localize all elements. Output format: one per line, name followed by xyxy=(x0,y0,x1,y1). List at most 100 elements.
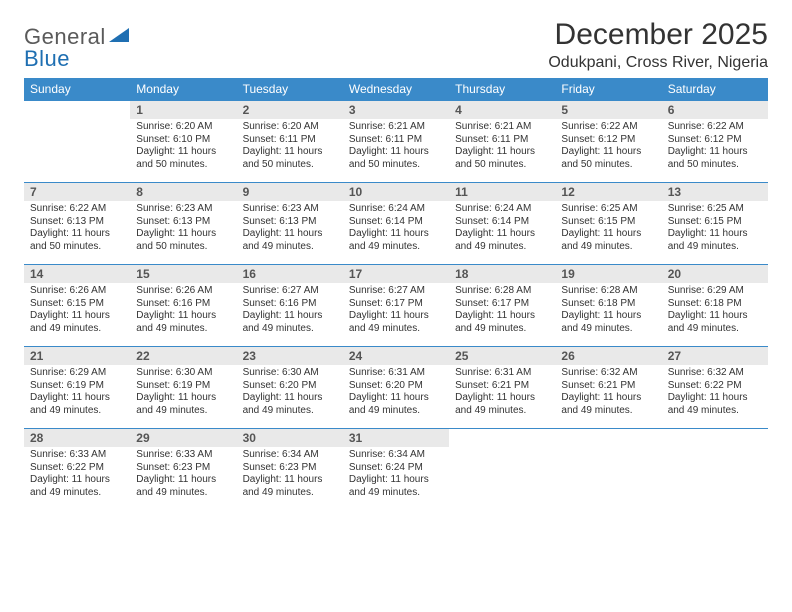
sunset-text: Sunset: 6:21 PM xyxy=(455,380,549,393)
day-number: 14 xyxy=(24,265,130,283)
sunrise-text: Sunrise: 6:31 AM xyxy=(455,367,549,380)
sunset-text: Sunset: 6:20 PM xyxy=(243,380,337,393)
daylight-text: Daylight: 11 hours and 50 minutes. xyxy=(668,146,762,171)
day-number: 1 xyxy=(130,101,236,119)
title-block: December 2025 Odukpani, Cross River, Nig… xyxy=(548,18,768,72)
sunset-text: Sunset: 6:13 PM xyxy=(243,216,337,229)
daylight-text: Daylight: 11 hours and 49 minutes. xyxy=(30,474,124,499)
calendar-cell: 8 Sunrise: 6:23 AMSunset: 6:13 PMDaylight… xyxy=(130,183,236,265)
sunset-text: Sunset: 6:15 PM xyxy=(561,216,655,229)
day-number: 2 xyxy=(237,101,343,119)
sunrise-text: Sunrise: 6:34 AM xyxy=(243,449,337,462)
calendar-cell: 11Sunrise: 6:24 AMSunset: 6:14 PMDayligh… xyxy=(449,183,555,265)
sunset-text: Sunset: 6:15 PM xyxy=(30,298,124,311)
daylight-text: Daylight: 11 hours and 49 minutes. xyxy=(349,228,443,253)
day-body: Sunrise: 6:31 AMSunset: 6:20 PMDaylight:… xyxy=(343,365,449,421)
sunrise-text: Sunrise: 6:33 AM xyxy=(136,449,230,462)
weekday-header: Wednesday xyxy=(343,78,449,101)
sunset-text: Sunset: 6:10 PM xyxy=(136,134,230,147)
daylight-text: Daylight: 11 hours and 49 minutes. xyxy=(349,474,443,499)
sunrise-text: Sunrise: 6:23 AM xyxy=(243,203,337,216)
month-title: December 2025 xyxy=(548,18,768,52)
calendar-row: 1 Sunrise: 6:20 AMSunset: 6:10 PM Daylight… xyxy=(24,101,768,183)
daylight-text: Daylight: 11 hours and 50 minutes. xyxy=(349,146,443,171)
sunset-text: Sunset: 6:17 PM xyxy=(455,298,549,311)
calendar-cell xyxy=(662,429,768,511)
calendar-cell: 17Sunrise: 6:27 AMSunset: 6:17 PMDayligh… xyxy=(343,265,449,347)
daylight-text: Daylight: 11 hours and 49 minutes. xyxy=(30,310,124,335)
daylight-text: Daylight: 11 hours and 49 minutes. xyxy=(455,392,549,417)
calendar-cell: 16Sunrise: 6:27 AMSunset: 6:16 PMDayligh… xyxy=(237,265,343,347)
sunset-text: Sunset: 6:18 PM xyxy=(668,298,762,311)
sunset-text: Sunset: 6:20 PM xyxy=(349,380,443,393)
day-number: 29 xyxy=(130,429,236,447)
daylight-text: Daylight: 11 hours and 49 minutes. xyxy=(455,228,549,253)
calendar-cell: 21Sunrise: 6:29 AMSunset: 6:19 PMDayligh… xyxy=(24,347,130,429)
day-body: Sunrise: 6:34 AMSunset: 6:24 PMDaylight:… xyxy=(343,447,449,503)
sunrise-text: Sunrise: 6:23 AM xyxy=(136,203,230,216)
day-number: 5 xyxy=(555,101,661,119)
calendar-cell xyxy=(449,429,555,511)
sunrise-text: Sunrise: 6:22 AM xyxy=(668,121,762,134)
sunset-text: Sunset: 6:13 PM xyxy=(136,216,230,229)
day-body: Sunrise: 6:27 AMSunset: 6:16 PMDaylight:… xyxy=(237,283,343,339)
daylight-text: Daylight: 11 hours and 49 minutes. xyxy=(30,392,124,417)
day-number: 15 xyxy=(130,265,236,283)
day-number: 21 xyxy=(24,347,130,365)
daylight-text: Daylight: 11 hours and 49 minutes. xyxy=(668,228,762,253)
daylight-text: Daylight: 11 hours and 50 minutes. xyxy=(136,228,230,253)
calendar-cell: 13Sunrise: 6:25 AMSunset: 6:15 PMDayligh… xyxy=(662,183,768,265)
calendar-cell: 20Sunrise: 6:29 AMSunset: 6:18 PMDayligh… xyxy=(662,265,768,347)
weekday-header: Monday xyxy=(130,78,236,101)
day-body: Sunrise: 6:34 AMSunset: 6:23 PMDaylight:… xyxy=(237,447,343,503)
day-body: Sunrise: 6:22 AMSunset: 6:12 PMDaylight:… xyxy=(555,119,661,175)
day-body: Sunrise: 6:31 AMSunset: 6:21 PMDaylight:… xyxy=(449,365,555,421)
calendar-cell xyxy=(24,101,130,183)
calendar-cell: 29Sunrise: 6:33 AMSunset: 6:23 PMDayligh… xyxy=(130,429,236,511)
day-number: 7 xyxy=(24,183,130,201)
weekday-header: Friday xyxy=(555,78,661,101)
day-number: 8 xyxy=(130,183,236,201)
calendar-cell: 24Sunrise: 6:31 AMSunset: 6:20 PMDayligh… xyxy=(343,347,449,429)
day-number: 19 xyxy=(555,265,661,283)
calendar-cell: 18Sunrise: 6:28 AMSunset: 6:17 PMDayligh… xyxy=(449,265,555,347)
daylight-text: Daylight: 11 hours and 49 minutes. xyxy=(136,474,230,499)
sunrise-text: Sunrise: 6:20 AM xyxy=(136,121,230,134)
calendar-cell: 5Sunrise: 6:22 AMSunset: 6:12 PMDaylight… xyxy=(555,101,661,183)
sunset-text: Sunset: 6:23 PM xyxy=(243,462,337,475)
calendar-cell: 4Sunrise: 6:21 AMSunset: 6:11 PMDaylight… xyxy=(449,101,555,183)
sunset-text: Sunset: 6:16 PM xyxy=(243,298,337,311)
sunset-text: Sunset: 6:22 PM xyxy=(30,462,124,475)
calendar-row: 7Sunrise: 6:22 AMSunset: 6:13 PMDaylight… xyxy=(24,183,768,265)
calendar-cell: 2Sunrise: 6:20 AMSunset: 6:11 PMDaylight… xyxy=(237,101,343,183)
day-body: Sunrise: 6:26 AMSunset: 6:15 PMDaylight:… xyxy=(24,283,130,339)
calendar-cell: 27Sunrise: 6:32 AMSunset: 6:22 PMDayligh… xyxy=(662,347,768,429)
sunrise-text: Sunrise: 6:24 AM xyxy=(455,203,549,216)
sunrise-text: Sunrise: 6:26 AM xyxy=(136,285,230,298)
sunset-text: Sunset: 6:19 PM xyxy=(30,380,124,393)
calendar-row: 14Sunrise: 6:26 AMSunset: 6:15 PMDayligh… xyxy=(24,265,768,347)
sunrise-text: Sunrise: 6:30 AM xyxy=(136,367,230,380)
sunrise-text: Sunrise: 6:26 AM xyxy=(30,285,124,298)
day-body: Sunrise: 6:25 AMSunset: 6:15 PMDaylight:… xyxy=(662,201,768,257)
daylight-text: Daylight: 11 hours and 50 minutes. xyxy=(561,146,655,171)
sunrise-text: Sunrise: 6:25 AM xyxy=(561,203,655,216)
day-number: 13 xyxy=(662,183,768,201)
sunset-text: Sunset: 6:14 PM xyxy=(349,216,443,229)
daylight-text: Daylight: 11 hours and 49 minutes. xyxy=(349,392,443,417)
calendar-cell: 23Sunrise: 6:30 AMSunset: 6:20 PMDayligh… xyxy=(237,347,343,429)
sunrise-text: Sunrise: 6:22 AM xyxy=(561,121,655,134)
sunset-text: Sunset: 6:12 PM xyxy=(561,134,655,147)
calendar-cell: 1Sunrise: 6:20 AMSunset: 6:10 PMDaylight… xyxy=(130,101,236,183)
day-number: 26 xyxy=(555,347,661,365)
calendar-cell: 31Sunrise: 6:34 AMSunset: 6:24 PMDayligh… xyxy=(343,429,449,511)
day-number: 28 xyxy=(24,429,130,447)
day-body: Sunrise: 6:24 AMSunset: 6:14 PMDaylight:… xyxy=(343,201,449,257)
calendar-row: 28Sunrise: 6:33 AMSunset: 6:22 PMDayligh… xyxy=(24,429,768,511)
sunset-text: Sunset: 6:19 PM xyxy=(136,380,230,393)
sunrise-text: Sunrise: 6:22 AM xyxy=(30,203,124,216)
daylight-text: Daylight: 11 hours and 49 minutes. xyxy=(455,310,549,335)
day-number: 17 xyxy=(343,265,449,283)
sunset-text: Sunset: 6:11 PM xyxy=(349,134,443,147)
day-number: 12 xyxy=(555,183,661,201)
